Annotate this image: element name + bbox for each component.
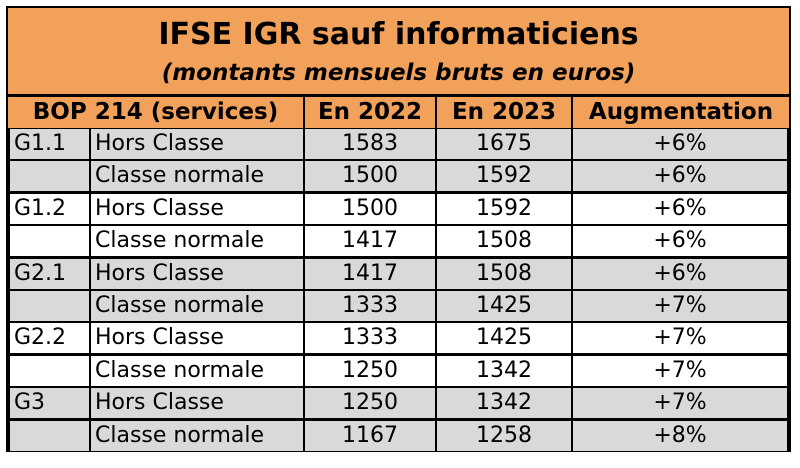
cell-classe: Hors Classe	[91, 323, 303, 354]
cell-grade	[10, 161, 89, 192]
cell-2023: 1592	[437, 161, 571, 192]
cell-2022: 1500	[305, 193, 435, 224]
cell-augmentation: +6%	[573, 258, 787, 289]
cell-2022: 1250	[305, 355, 435, 386]
table-row: Classe normale 1250 1342 +7%	[8, 355, 789, 388]
table-row: G3 Hors Classe 1250 1342 +7%	[8, 388, 789, 420]
cell-2023: 1258	[437, 420, 571, 451]
cell-grade: G2.2	[10, 323, 89, 354]
table-subtitle: (montants mensuels bruts en euros)	[161, 60, 636, 86]
cell-2023: 1342	[437, 355, 571, 386]
cell-grade: G1.2	[10, 193, 89, 224]
cell-2022: 1583	[305, 129, 435, 159]
cell-augmentation: +7%	[573, 323, 787, 354]
cell-classe: Hors Classe	[91, 388, 303, 419]
cell-2022: 1333	[305, 323, 435, 354]
cell-2022: 1167	[305, 420, 435, 451]
table-row: Classe normale 1333 1425 +7%	[8, 291, 789, 323]
cell-augmentation: +8%	[573, 420, 787, 451]
cell-augmentation: +6%	[573, 129, 787, 159]
cell-augmentation: +7%	[573, 388, 787, 419]
table-row: Classe normale 1417 1508 +6%	[8, 226, 789, 258]
cell-2023: 1675	[437, 129, 571, 159]
cell-2023: 1342	[437, 388, 571, 419]
cell-2022: 1250	[305, 388, 435, 419]
cell-2023: 1592	[437, 193, 571, 224]
cell-grade	[10, 291, 89, 321]
table-row: Classe normale 1167 1258 +8%	[8, 420, 789, 453]
cell-2023: 1508	[437, 258, 571, 289]
cell-2022: 1333	[305, 291, 435, 321]
cell-2023: 1425	[437, 323, 571, 354]
cell-augmentation: +6%	[573, 161, 787, 192]
cell-2022: 1417	[305, 258, 435, 289]
cell-augmentation: +7%	[573, 291, 787, 321]
table-row: G1.1 Hors Classe 1583 1675 +6%	[8, 129, 789, 161]
cell-augmentation: +6%	[573, 226, 787, 257]
cell-augmentation: +7%	[573, 355, 787, 386]
cell-classe: Classe normale	[91, 355, 303, 386]
header-augmentation: Augmentation	[573, 97, 789, 128]
column-header-row: BOP 214 (services) En 2022 En 2023 Augme…	[8, 95, 789, 129]
cell-classe: Classe normale	[91, 420, 303, 451]
cell-2023: 1508	[437, 226, 571, 257]
cell-classe: Classe normale	[91, 291, 303, 321]
table-title-block: IFSE IGR sauf informaticiens (montants m…	[8, 8, 789, 94]
cell-grade	[10, 420, 89, 451]
table-row: G2.1 Hors Classe 1417 1508 +6%	[8, 258, 789, 291]
header-bop: BOP 214 (services)	[8, 97, 303, 128]
cell-grade: G1.1	[10, 129, 89, 159]
cell-augmentation: +6%	[573, 193, 787, 224]
ifse-table: IFSE IGR sauf informaticiens (montants m…	[6, 6, 791, 452]
cell-classe: Hors Classe	[91, 258, 303, 289]
cell-2023: 1425	[437, 291, 571, 321]
cell-classe: Classe normale	[91, 161, 303, 192]
cell-2022: 1500	[305, 161, 435, 192]
cell-grade: G2.1	[10, 258, 89, 289]
header-2023: En 2023	[437, 97, 571, 128]
cell-classe: Classe normale	[91, 226, 303, 257]
cell-2022: 1417	[305, 226, 435, 257]
cell-classe: Hors Classe	[91, 129, 303, 159]
table-row: G2.2 Hors Classe 1333 1425 +7%	[8, 323, 789, 355]
cell-classe: Hors Classe	[91, 193, 303, 224]
table-row: Classe normale 1500 1592 +6%	[8, 161, 789, 193]
header-2022: En 2022	[305, 97, 435, 128]
table-row: G1.2 Hors Classe 1500 1592 +6%	[8, 193, 789, 226]
table-title: IFSE IGR sauf informaticiens	[158, 17, 639, 52]
cell-grade	[10, 226, 89, 257]
cell-grade: G3	[10, 388, 89, 419]
cell-grade	[10, 355, 89, 386]
